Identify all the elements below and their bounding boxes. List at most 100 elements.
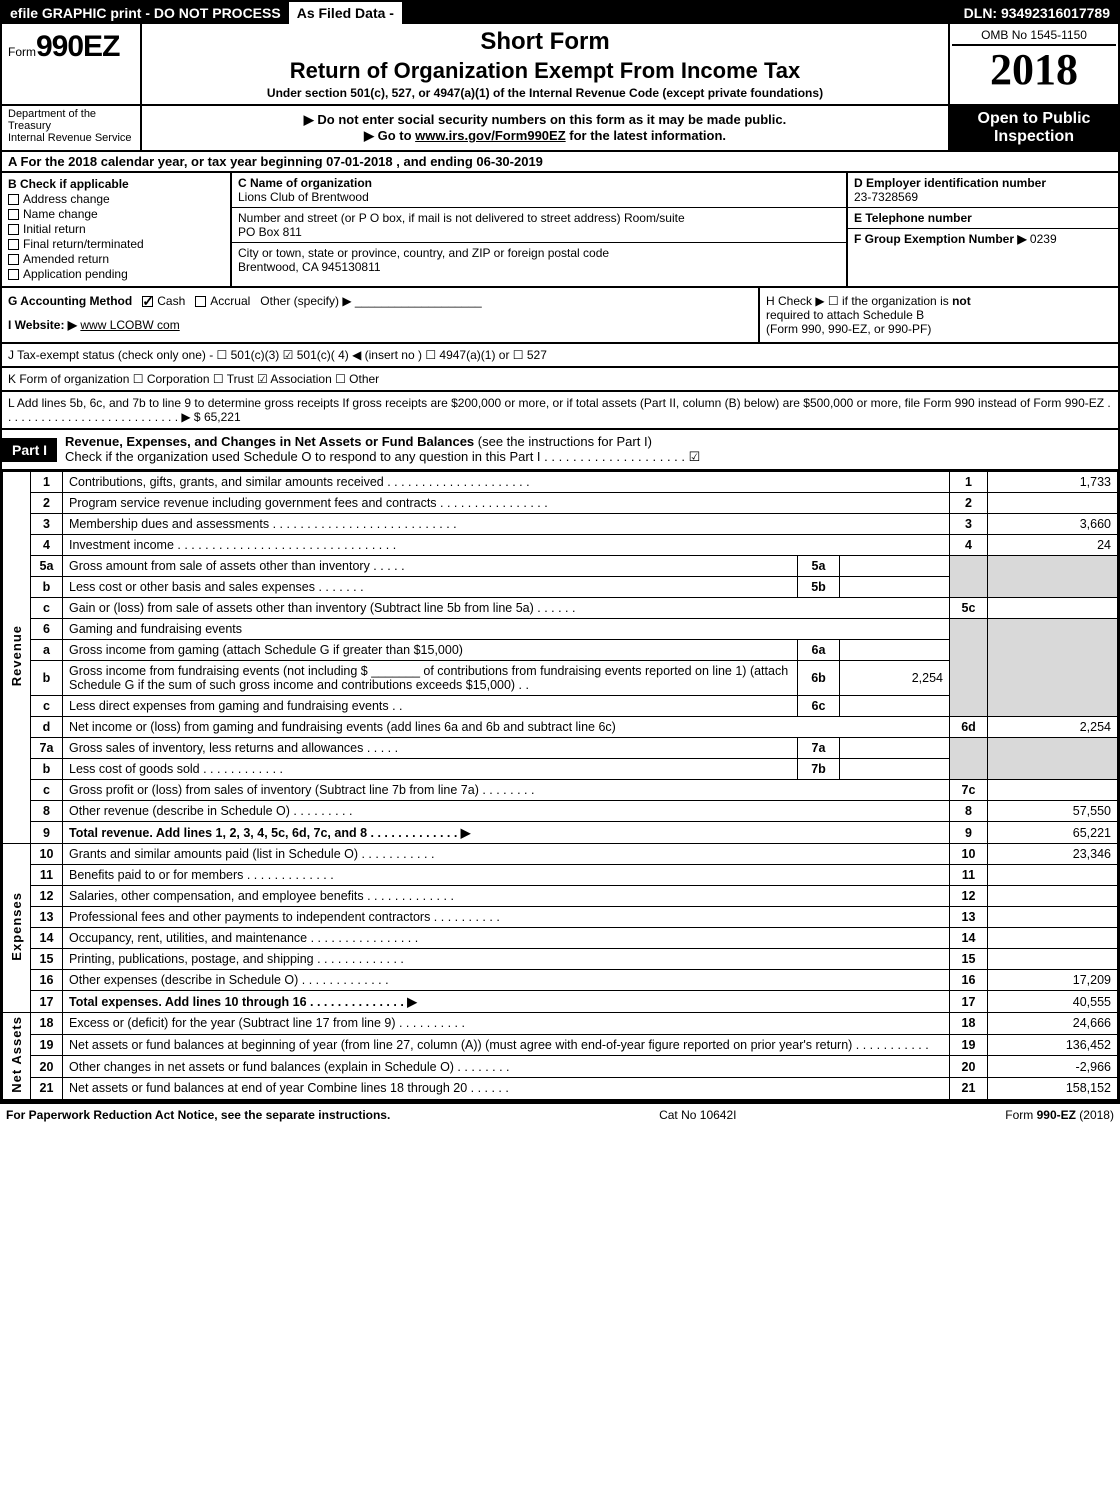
- ln-13-num: 13: [31, 907, 63, 928]
- title-box: Short Form Return of Organization Exempt…: [142, 24, 948, 104]
- irs-link[interactable]: www.irs.gov/Form990EZ: [415, 128, 566, 143]
- ln-5b-subval: [840, 577, 950, 598]
- part1-table: Revenue 1 Contributions, gifts, grants, …: [2, 471, 1118, 1100]
- chk-address-change[interactable]: [8, 194, 19, 205]
- org-city: Brentwood, CA 945130811: [238, 260, 840, 274]
- chk-final-return[interactable]: [8, 239, 19, 250]
- as-filed-label: As Filed Data -: [289, 2, 402, 24]
- chk-name-change[interactable]: [8, 209, 19, 220]
- return-title: Return of Organization Exempt From Incom…: [152, 58, 938, 84]
- ln-3-desc: Membership dues and assessments . . . . …: [63, 514, 950, 535]
- ln-20-desc: Other changes in net assets or fund bala…: [63, 1056, 950, 1078]
- netassets-text: Net Assets: [9, 1016, 24, 1093]
- footer-mid: Cat No 10642I: [659, 1108, 736, 1122]
- ln-12-desc: Salaries, other compensation, and employ…: [63, 886, 950, 907]
- goto-post: for the latest information.: [566, 128, 726, 143]
- h-not: not: [952, 294, 971, 308]
- lbl-accrual: Accrual: [210, 294, 250, 308]
- footer-left: For Paperwork Reduction Act Notice, see …: [6, 1108, 390, 1122]
- ln-1-rval: 1,733: [988, 472, 1118, 493]
- revenue-vlabel: Revenue: [3, 472, 31, 844]
- ln-6b-subnum: 6b: [798, 661, 840, 696]
- ln-20-rval: -2,966: [988, 1056, 1118, 1078]
- lbl-name-change: Name change: [23, 207, 98, 221]
- ln-7a-subval: [840, 738, 950, 759]
- ln-5b-desc: Less cost or other basis and sales expen…: [63, 577, 798, 598]
- efile-label: efile GRAPHIC print - DO NOT PROCESS: [2, 2, 289, 24]
- ln-19-rval: 136,452: [988, 1034, 1118, 1056]
- ln-10-desc: Grants and similar amounts paid (list in…: [63, 844, 950, 865]
- ln-8-rval: 57,550: [988, 801, 1118, 822]
- ln-14-num: 14: [31, 928, 63, 949]
- chk-cash[interactable]: [142, 296, 153, 307]
- d-label: D Employer identification number: [854, 176, 1112, 190]
- h-text1: H Check ▶ ☐ if the organization is: [766, 294, 952, 308]
- goto-note: ▶ Go to www.irs.gov/Form990EZ for the la…: [148, 128, 942, 144]
- chk-application-pending[interactable]: [8, 269, 19, 280]
- ln-6c-desc: Less direct expenses from gaming and fun…: [63, 696, 798, 717]
- ln-6a-desc: Gross income from gaming (attach Schedul…: [63, 640, 798, 661]
- ln-5c-rnum: 5c: [950, 598, 988, 619]
- ln-18-desc: Excess or (deficit) for the year (Subtra…: [63, 1013, 950, 1035]
- ln-16-rnum: 16: [950, 970, 988, 991]
- lbl-amended-return: Amended return: [23, 252, 109, 266]
- ln-7c-num: c: [31, 780, 63, 801]
- part1-title-bold: Revenue, Expenses, and Changes in Net As…: [65, 434, 474, 449]
- netassets-vlabel: Net Assets: [3, 1013, 31, 1100]
- ln-12-num: 12: [31, 886, 63, 907]
- section-l: L Add lines 5b, 6c, and 7b to line 9 to …: [2, 392, 1118, 430]
- ln-6c-num: c: [31, 696, 63, 717]
- ln-6d-num: d: [31, 717, 63, 738]
- part1-tag: Part I: [2, 438, 57, 462]
- ln-18-num: 18: [31, 1013, 63, 1035]
- ln-19-desc: Net assets or fund balances at beginning…: [63, 1034, 950, 1056]
- ln-10-rval: 23,346: [988, 844, 1118, 865]
- ln-18-rnum: 18: [950, 1013, 988, 1035]
- ln-16-num: 16: [31, 970, 63, 991]
- ln-6-gray2: [988, 619, 1118, 717]
- irs-label: Internal Revenue Service: [8, 132, 134, 144]
- footer: For Paperwork Reduction Act Notice, see …: [0, 1102, 1120, 1126]
- open-inspection-box: Open to Public Inspection: [948, 106, 1118, 150]
- ln-7b-desc: Less cost of goods sold . . . . . . . . …: [63, 759, 798, 780]
- ln-2-rval: [988, 493, 1118, 514]
- ln-5b-num: b: [31, 577, 63, 598]
- ln-6c-subnum: 6c: [798, 696, 840, 717]
- ln-5ab-gray2: [988, 556, 1118, 598]
- ln-12-rval: [988, 886, 1118, 907]
- section-def: D Employer identification number 23-7328…: [848, 173, 1118, 286]
- ln-9-num: 9: [31, 822, 63, 844]
- h-text3: (Form 990, 990-EZ, or 990-PF): [766, 322, 931, 336]
- ln-15-rval: [988, 949, 1118, 970]
- subtitle: Under section 501(c), 527, or 4947(a)(1)…: [152, 86, 938, 100]
- omb-number: OMB No 1545-1150: [952, 26, 1116, 46]
- ln-9-rval: 65,221: [988, 822, 1118, 844]
- f-label: F Group Exemption Number ▶: [854, 232, 1027, 246]
- e-label: E Telephone number: [854, 211, 1112, 225]
- footer-right: Form 990-EZ (2018): [1005, 1108, 1114, 1122]
- ln-4-num: 4: [31, 535, 63, 556]
- ln-20-rnum: 20: [950, 1056, 988, 1078]
- ln-8-rnum: 8: [950, 801, 988, 822]
- ln-7c-desc: Gross profit or (loss) from sales of inv…: [63, 780, 950, 801]
- org-address: PO Box 811: [238, 225, 840, 239]
- chk-accrual[interactable]: [195, 296, 206, 307]
- section-g: G Accounting Method Cash Accrual Other (…: [2, 288, 758, 342]
- chk-amended-return[interactable]: [8, 254, 19, 265]
- ln-9-desc: Total revenue. Add lines 1, 2, 3, 4, 5c,…: [63, 822, 950, 844]
- ln-5b-subnum: 5b: [798, 577, 840, 598]
- ln-4-desc: Investment income . . . . . . . . . . . …: [63, 535, 950, 556]
- ln-6-num: 6: [31, 619, 63, 640]
- group-exemption-value: 0239: [1030, 232, 1057, 246]
- ln-6d-rnum: 6d: [950, 717, 988, 738]
- expenses-text: Expenses: [9, 892, 24, 961]
- ln-19-num: 19: [31, 1034, 63, 1056]
- c-city-label: City or town, state or province, country…: [238, 246, 840, 260]
- g-label: G Accounting Method: [8, 294, 132, 308]
- chk-initial-return[interactable]: [8, 224, 19, 235]
- ln-6d-desc: Net income or (loss) from gaming and fun…: [63, 717, 950, 738]
- ln-5c-desc: Gain or (loss) from sale of assets other…: [63, 598, 950, 619]
- dln-label: DLN: 93492316017789: [956, 2, 1118, 24]
- website-link[interactable]: www LCOBW com: [80, 318, 179, 332]
- h-text2: required to attach Schedule B: [766, 308, 924, 322]
